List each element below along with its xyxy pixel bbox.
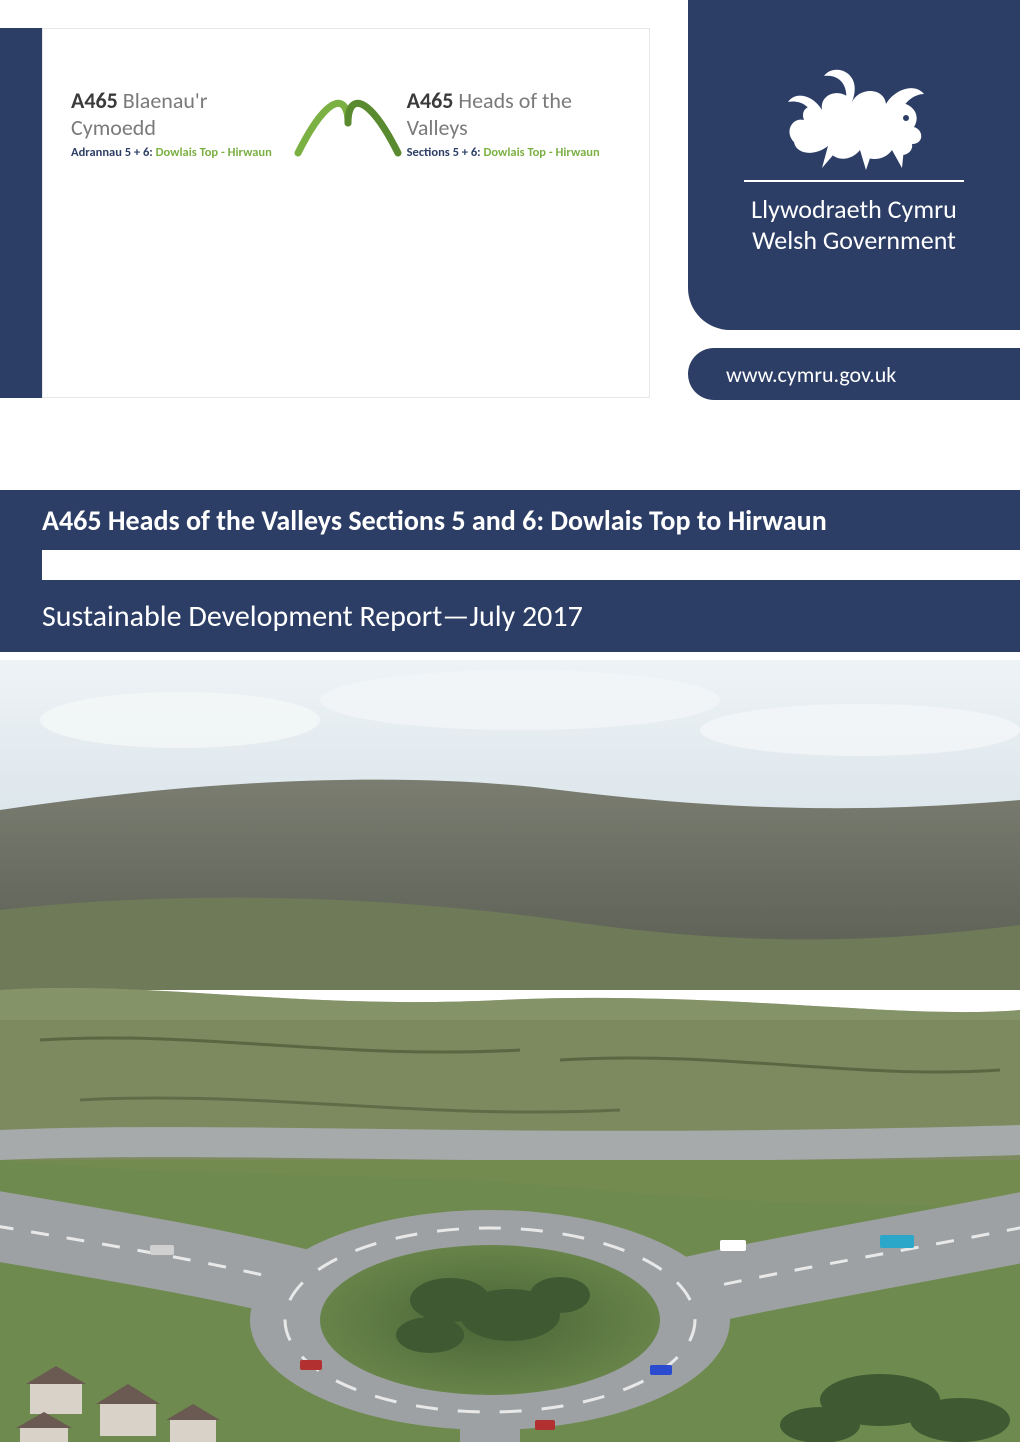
- logo-welsh-title-bold: A465: [71, 87, 118, 114]
- welsh-dragon-icon: [774, 32, 934, 172]
- gov-divider: [744, 180, 964, 182]
- logo-welsh-sub: Adrannau 5 + 6: Dowlais Top - Hirwaun: [71, 145, 289, 160]
- gov-name: Llywodraeth Cymru Welsh Government: [751, 194, 957, 256]
- hero-photo: [0, 660, 1020, 1442]
- logo-welsh-sub-route: Dowlais Top - Hirwaun: [153, 145, 272, 160]
- logo-welsh-title: A465 Blaenau'r Cymoedd: [71, 87, 289, 141]
- logo-english-col: A465 Heads of the Valleys Sections 5 + 6…: [407, 87, 629, 160]
- logo-welsh-sub-tag: Adrannau 5 + 6:: [71, 145, 153, 160]
- header-left-stripe: [0, 28, 42, 398]
- document-subtitle-bar: Sustainable Development Report—July 2017: [0, 580, 1020, 652]
- logo-english-title: A465 Heads of the Valleys: [407, 87, 629, 141]
- document-subtitle-text: Sustainable Development Report—July 2017: [42, 598, 583, 635]
- logo-row: A465 Blaenau'r Cymoedd Adrannau 5 + 6: D…: [71, 83, 629, 163]
- gov-name-welsh: Llywodraeth Cymru: [751, 194, 957, 225]
- document-title-text: A465 Heads of the Valleys Sections 5 and…: [42, 503, 827, 538]
- gov-url-text: www.cymru.gov.uk: [726, 361, 896, 388]
- logo-english-sub-route: Dowlais Top - Hirwaun: [481, 145, 600, 160]
- logo-swoosh-icon: [293, 83, 403, 163]
- welsh-government-panel: Llywodraeth Cymru Welsh Government: [688, 0, 1020, 330]
- logo-welsh-col: A465 Blaenau'r Cymoedd Adrannau 5 + 6: D…: [71, 87, 289, 160]
- title-gap-stripe: [0, 550, 42, 580]
- logo-english-sub: Sections 5 + 6: Dowlais Top - Hirwaun: [407, 145, 629, 160]
- logo-english-title-bold: A465: [407, 87, 454, 114]
- logo-english-sub-tag: Sections 5 + 6:: [407, 145, 481, 160]
- document-title-bar: A465 Heads of the Valleys Sections 5 and…: [0, 490, 1020, 550]
- project-logo-panel: A465 Blaenau'r Cymoedd Adrannau 5 + 6: D…: [42, 28, 650, 398]
- gov-url-bar: www.cymru.gov.uk: [688, 348, 1020, 400]
- gov-name-english: Welsh Government: [751, 225, 957, 256]
